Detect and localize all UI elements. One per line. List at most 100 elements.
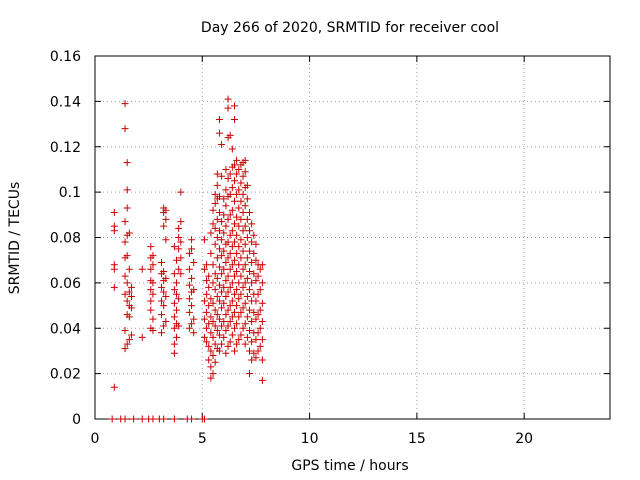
data-point bbox=[211, 224, 219, 232]
data-point bbox=[239, 265, 247, 273]
data-point bbox=[177, 254, 185, 262]
data-point bbox=[252, 354, 260, 362]
data-point bbox=[123, 279, 131, 287]
chart-title: Day 266 of 2020, SRMTID for receiver coo… bbox=[201, 20, 499, 36]
data-point bbox=[185, 308, 193, 316]
data-point bbox=[213, 254, 221, 262]
data-point bbox=[207, 249, 215, 257]
data-point bbox=[241, 202, 249, 210]
data-point bbox=[215, 129, 223, 137]
data-point bbox=[237, 272, 245, 280]
data-point bbox=[246, 327, 253, 335]
data-point bbox=[147, 286, 155, 294]
data-point bbox=[237, 308, 245, 316]
data-point bbox=[147, 306, 155, 314]
data-point bbox=[241, 168, 249, 176]
data-point bbox=[121, 345, 129, 353]
data-point bbox=[213, 274, 221, 282]
data-point bbox=[239, 209, 247, 217]
y-tick-label: 0.16 bbox=[50, 49, 81, 65]
data-point bbox=[226, 211, 234, 219]
data-point bbox=[222, 327, 230, 335]
data-point bbox=[211, 270, 219, 278]
data-point bbox=[177, 218, 185, 226]
data-point bbox=[175, 265, 183, 273]
data-point bbox=[170, 324, 178, 332]
data-point bbox=[248, 317, 256, 325]
data-point bbox=[185, 324, 193, 332]
data-point bbox=[218, 288, 226, 296]
data-point bbox=[185, 249, 193, 257]
data-point bbox=[233, 156, 241, 164]
data-point bbox=[209, 299, 217, 307]
data-point bbox=[233, 213, 241, 221]
data-point bbox=[230, 116, 238, 124]
data-point bbox=[224, 175, 232, 183]
data-point bbox=[243, 234, 251, 241]
data-point bbox=[162, 215, 170, 223]
data-point bbox=[158, 283, 166, 291]
data-point bbox=[248, 220, 256, 228]
data-point bbox=[258, 299, 266, 307]
data-point bbox=[241, 320, 249, 328]
data-point bbox=[233, 170, 241, 178]
data-point bbox=[220, 333, 228, 341]
data-point bbox=[211, 358, 219, 366]
data-point bbox=[213, 215, 221, 223]
data-point bbox=[138, 415, 146, 423]
data-point bbox=[228, 279, 236, 287]
data-point bbox=[170, 299, 178, 307]
data-point bbox=[230, 102, 238, 110]
data-point bbox=[215, 263, 223, 271]
data-point bbox=[228, 184, 236, 192]
data-point bbox=[175, 245, 183, 253]
data-point bbox=[149, 315, 157, 323]
data-point bbox=[121, 125, 129, 133]
data-point bbox=[173, 333, 181, 341]
data-point bbox=[207, 374, 215, 382]
data-point bbox=[190, 329, 198, 337]
plot-area-border bbox=[94, 55, 611, 420]
data-point bbox=[235, 165, 243, 173]
data-point bbox=[228, 261, 236, 269]
data-point bbox=[256, 265, 264, 273]
data-point bbox=[222, 222, 230, 230]
data-point bbox=[248, 238, 256, 246]
data-point bbox=[110, 383, 118, 391]
data-point bbox=[230, 256, 238, 264]
data-point bbox=[218, 270, 226, 278]
data-point bbox=[162, 236, 170, 244]
x-tick-label: 5 bbox=[198, 431, 207, 447]
data-point bbox=[230, 161, 238, 169]
data-point bbox=[200, 333, 208, 341]
data-point bbox=[190, 258, 198, 266]
data-point bbox=[243, 195, 251, 203]
data-point bbox=[254, 347, 262, 355]
data-point bbox=[209, 317, 217, 325]
data-point bbox=[226, 317, 234, 325]
data-point bbox=[203, 324, 211, 332]
data-point bbox=[200, 265, 208, 273]
data-point bbox=[205, 356, 213, 364]
data-point bbox=[185, 281, 193, 289]
data-point bbox=[256, 342, 264, 350]
data-point bbox=[258, 376, 266, 384]
data-point bbox=[239, 304, 247, 312]
data-point bbox=[200, 415, 208, 423]
data-point bbox=[246, 370, 253, 378]
data-point bbox=[252, 256, 260, 264]
data-point bbox=[243, 313, 251, 321]
data-point bbox=[207, 329, 215, 337]
data-point bbox=[252, 315, 260, 323]
data-point bbox=[254, 290, 262, 298]
data-point bbox=[237, 331, 245, 339]
data-point bbox=[241, 156, 249, 164]
data-point bbox=[224, 342, 232, 350]
data-point bbox=[235, 279, 243, 287]
y-tick-label: 0 bbox=[72, 412, 81, 428]
y-tick-label: 0.1 bbox=[59, 185, 81, 201]
data-point bbox=[246, 227, 253, 235]
data-point bbox=[125, 288, 133, 296]
data-point bbox=[211, 240, 219, 248]
data-point bbox=[239, 324, 247, 332]
